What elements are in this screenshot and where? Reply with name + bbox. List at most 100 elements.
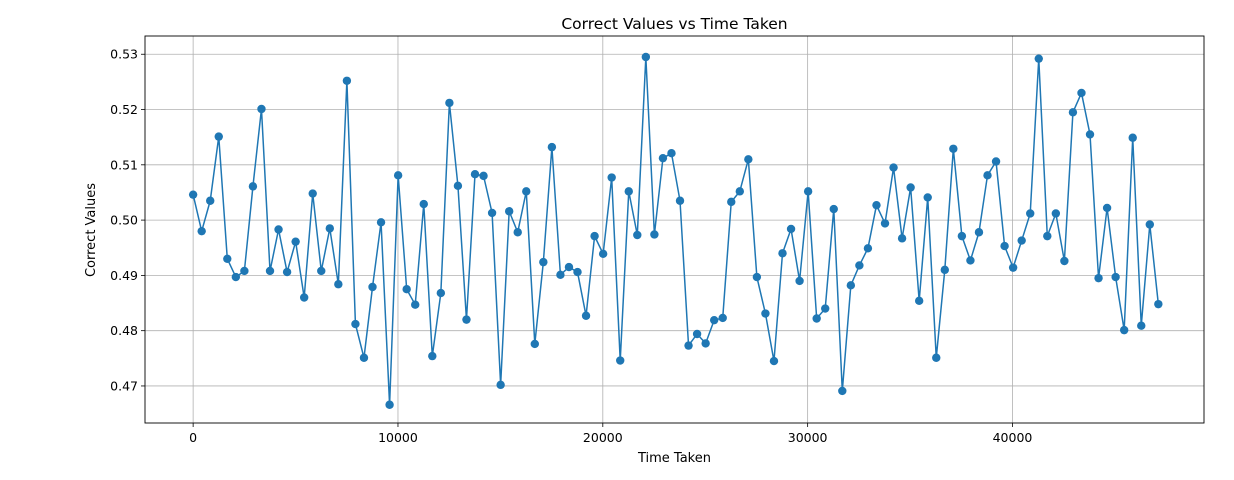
data-point bbox=[1008, 263, 1018, 272]
data-point bbox=[522, 187, 531, 196]
data-point bbox=[795, 276, 804, 286]
data-point bbox=[1154, 299, 1163, 309]
data-point bbox=[761, 309, 770, 318]
data-point bbox=[556, 270, 565, 280]
data-point bbox=[1102, 203, 1112, 213]
data-point bbox=[317, 266, 326, 276]
data-point bbox=[445, 98, 454, 108]
y-tick-label: 0.52 bbox=[110, 102, 138, 117]
data-point bbox=[385, 400, 394, 409]
data-point bbox=[1043, 231, 1052, 241]
data-point bbox=[496, 380, 505, 390]
data-point bbox=[368, 282, 377, 292]
data-point bbox=[897, 234, 907, 243]
data-point bbox=[359, 353, 369, 362]
data-point bbox=[581, 311, 591, 320]
data-point bbox=[402, 285, 411, 294]
data-point bbox=[949, 144, 958, 153]
data-point bbox=[966, 256, 975, 265]
data-point bbox=[1051, 209, 1061, 218]
series-markers bbox=[188, 52, 1163, 409]
data-point bbox=[393, 171, 403, 180]
data-point bbox=[727, 197, 736, 207]
data-point bbox=[1026, 209, 1035, 218]
data-point bbox=[334, 280, 343, 289]
y-tick-label: 0.49 bbox=[110, 268, 138, 283]
y-tick-label: 0.53 bbox=[110, 47, 138, 62]
data-point bbox=[479, 171, 488, 181]
data-point bbox=[616, 356, 625, 365]
data-point bbox=[974, 228, 984, 237]
data-point bbox=[573, 267, 582, 277]
y-tick-label: 0.48 bbox=[110, 323, 138, 338]
data-point bbox=[718, 313, 727, 323]
data-point bbox=[453, 181, 463, 191]
data-point bbox=[1094, 273, 1103, 283]
data-point bbox=[564, 262, 574, 272]
data-point bbox=[863, 244, 873, 253]
data-point bbox=[906, 183, 915, 192]
data-point bbox=[487, 208, 497, 218]
data-point bbox=[376, 218, 386, 227]
data-point bbox=[1085, 130, 1095, 139]
data-point bbox=[206, 196, 215, 205]
data-point bbox=[291, 237, 300, 246]
data-point bbox=[547, 142, 557, 152]
data-point bbox=[709, 315, 719, 325]
x-tick-label: 10000 bbox=[378, 430, 418, 445]
x-tick-label: 20000 bbox=[583, 430, 623, 445]
data-point bbox=[923, 193, 932, 202]
data-point bbox=[786, 224, 796, 234]
data-point bbox=[1137, 321, 1146, 330]
data-point bbox=[436, 288, 446, 298]
data-point bbox=[590, 231, 599, 241]
data-point bbox=[650, 230, 659, 239]
x-tick-label: 0 bbox=[189, 430, 197, 445]
data-point bbox=[667, 149, 676, 158]
data-point bbox=[513, 228, 522, 237]
plot-frame bbox=[144, 35, 1205, 424]
data-point bbox=[752, 272, 762, 282]
chart-title: Correct Values vs Time Taken bbox=[561, 15, 787, 33]
grid bbox=[145, 36, 1204, 423]
data-point bbox=[940, 265, 949, 275]
data-point bbox=[829, 204, 838, 214]
series-line bbox=[192, 56, 1160, 406]
data-point bbox=[231, 272, 241, 282]
data-point bbox=[880, 219, 890, 228]
data-point bbox=[855, 261, 864, 270]
data-point bbox=[470, 170, 480, 179]
data-point bbox=[675, 196, 685, 205]
x-axis-title: Time Taken bbox=[637, 451, 711, 466]
data-point bbox=[846, 281, 856, 290]
data-point bbox=[692, 329, 702, 339]
data-point bbox=[701, 339, 710, 348]
data-point bbox=[1034, 54, 1043, 63]
data-point bbox=[641, 52, 651, 62]
data-point bbox=[248, 182, 258, 191]
data-point bbox=[812, 314, 821, 323]
data-point bbox=[1077, 88, 1086, 98]
y-axis-title: Correct Values bbox=[84, 183, 99, 277]
data-point bbox=[914, 296, 924, 306]
data-point bbox=[428, 351, 437, 361]
data-point bbox=[932, 353, 941, 362]
data-point bbox=[342, 76, 352, 85]
data-point bbox=[223, 254, 232, 263]
data-point bbox=[351, 319, 360, 329]
data-point bbox=[325, 224, 334, 233]
data-point bbox=[598, 249, 608, 259]
data-point bbox=[744, 155, 753, 164]
data-point bbox=[889, 163, 898, 172]
data-point bbox=[1119, 325, 1129, 335]
data-point bbox=[539, 257, 548, 267]
data-point bbox=[274, 225, 283, 234]
data-point bbox=[462, 315, 471, 324]
data-point bbox=[633, 230, 642, 240]
data-point bbox=[838, 386, 847, 396]
data-point bbox=[257, 104, 266, 114]
data-point bbox=[1145, 220, 1155, 229]
x-tick-label: 40000 bbox=[993, 430, 1033, 445]
data-point bbox=[308, 189, 317, 198]
